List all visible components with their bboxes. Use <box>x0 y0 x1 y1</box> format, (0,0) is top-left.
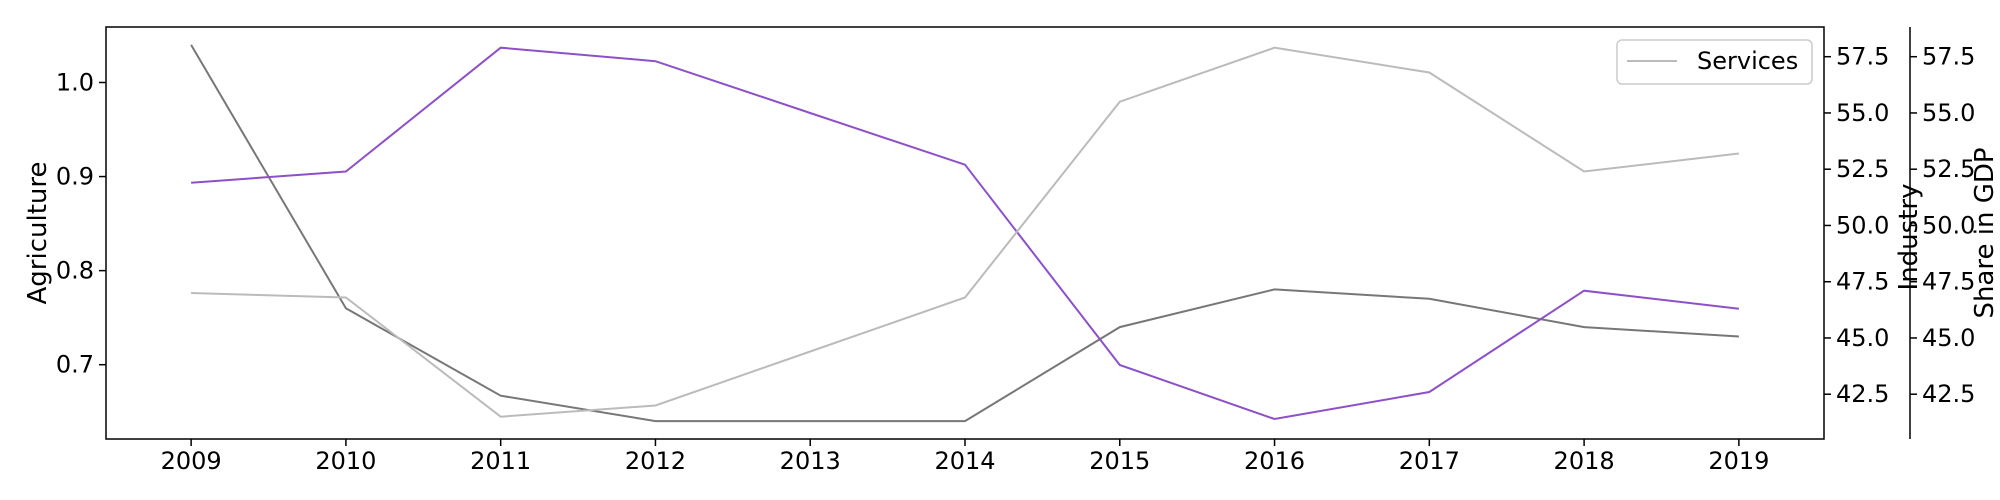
share-tick-label: 42.5 <box>1922 380 1975 408</box>
industry-tick-label: 42.5 <box>1836 380 1889 408</box>
agriculture-tick-label: 0.7 <box>56 351 94 379</box>
share-axis-title: Share in GDP <box>1970 147 2000 318</box>
share-axis: 42.5 45.0 47.5 50.0 52.5 55.0 57.5 <box>1909 27 1975 439</box>
x-axis: 2009 2010 2011 2012 2013 2014 2015 2016 2017 2018… <box>161 439 1769 475</box>
share-tick-label: 45.0 <box>1922 324 1975 352</box>
industry-tick-label: 47.5 <box>1836 268 1889 296</box>
series-layer <box>190 44 1740 423</box>
x-tick-label: 2014 <box>934 447 995 475</box>
x-tick-label: 2019 <box>1708 447 1769 475</box>
x-tick-label: 2015 <box>1089 447 1150 475</box>
agriculture-tick-label: 1.0 <box>56 68 94 96</box>
industry-tick-label: 52.5 <box>1836 155 1889 183</box>
industry-axis: 42.5 45.0 47.5 50.0 52.5 55.0 57.5 <box>1824 43 1889 408</box>
agriculture-axis: 0.7 0.8 0.9 1.0 <box>56 68 106 379</box>
x-tick-label: 2016 <box>1244 447 1305 475</box>
x-tick-label: 2018 <box>1554 447 1615 475</box>
x-tick-label: 2011 <box>470 447 531 475</box>
series-line-services <box>191 46 1740 418</box>
industry-axis-title: Industry <box>1894 184 1924 291</box>
agriculture-axis-title: Agriculture <box>23 162 53 305</box>
x-tick-label: 2009 <box>161 447 222 475</box>
share-tick-label: 52.5 <box>1922 155 1975 183</box>
share-tick-label: 47.5 <box>1922 268 1975 296</box>
agriculture-tick-label: 0.8 <box>56 257 94 285</box>
industry-tick-label: 57.5 <box>1836 43 1889 71</box>
x-tick-label: 2013 <box>780 447 841 475</box>
agriculture-tick-label: 0.9 <box>56 163 94 191</box>
legend: Services <box>1616 39 1813 85</box>
plot-frame <box>105 26 1825 440</box>
share-tick-label: 57.5 <box>1922 43 1975 71</box>
x-tick-label: 2017 <box>1399 447 1460 475</box>
series-line-industry <box>191 46 1740 421</box>
industry-tick-label: 50.0 <box>1836 211 1889 239</box>
x-tick-label: 2010 <box>315 447 376 475</box>
industry-tick-label: 55.0 <box>1836 99 1889 127</box>
share-tick-label: 50.0 <box>1922 211 1975 239</box>
industry-tick-label: 45.0 <box>1836 324 1889 352</box>
share-tick-label: 55.0 <box>1922 99 1975 127</box>
x-tick-label: 2012 <box>625 447 686 475</box>
legend-box <box>1616 39 1813 85</box>
legend-label-services: Services <box>1697 47 1798 75</box>
series-line-agriculture <box>190 44 1739 423</box>
